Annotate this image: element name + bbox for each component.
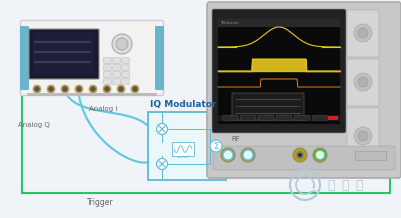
Circle shape: [246, 153, 249, 157]
Text: IQ Modulator: IQ Modulator: [150, 100, 216, 109]
FancyBboxPatch shape: [112, 65, 120, 70]
FancyBboxPatch shape: [231, 93, 303, 120]
FancyBboxPatch shape: [29, 29, 99, 79]
Circle shape: [353, 24, 371, 42]
FancyBboxPatch shape: [20, 20, 163, 95]
Circle shape: [105, 87, 109, 91]
Circle shape: [63, 87, 67, 91]
Circle shape: [61, 85, 69, 93]
FancyBboxPatch shape: [213, 146, 394, 170]
FancyBboxPatch shape: [172, 142, 194, 156]
Circle shape: [318, 153, 321, 157]
FancyBboxPatch shape: [148, 112, 225, 180]
Circle shape: [357, 28, 367, 38]
Circle shape: [241, 148, 254, 162]
Circle shape: [47, 85, 55, 93]
Circle shape: [91, 87, 95, 91]
Circle shape: [156, 124, 167, 135]
Circle shape: [316, 152, 323, 158]
Circle shape: [357, 131, 367, 141]
FancyBboxPatch shape: [103, 79, 111, 84]
Circle shape: [156, 158, 167, 170]
FancyBboxPatch shape: [217, 115, 339, 121]
FancyBboxPatch shape: [211, 9, 345, 133]
FancyBboxPatch shape: [222, 116, 237, 120]
FancyBboxPatch shape: [312, 116, 326, 120]
Circle shape: [353, 127, 371, 145]
Text: Σ: Σ: [213, 141, 218, 150]
FancyBboxPatch shape: [103, 58, 111, 63]
FancyBboxPatch shape: [346, 108, 378, 165]
FancyBboxPatch shape: [122, 72, 129, 77]
Text: 辰: 辰: [354, 179, 362, 191]
Circle shape: [77, 87, 81, 91]
Circle shape: [112, 34, 132, 54]
Circle shape: [223, 150, 233, 160]
Circle shape: [119, 87, 123, 91]
Circle shape: [117, 85, 125, 93]
Circle shape: [312, 148, 326, 162]
Text: RF: RF: [231, 136, 239, 142]
FancyBboxPatch shape: [240, 116, 255, 120]
FancyBboxPatch shape: [103, 72, 111, 77]
Text: 日: 日: [326, 179, 334, 191]
Circle shape: [292, 148, 306, 162]
Circle shape: [224, 152, 231, 158]
Circle shape: [298, 153, 301, 157]
Text: Analog I: Analog I: [89, 106, 117, 112]
FancyBboxPatch shape: [122, 79, 129, 84]
FancyBboxPatch shape: [33, 33, 95, 75]
Circle shape: [209, 140, 221, 152]
Text: Analog Q: Analog Q: [18, 122, 50, 128]
FancyBboxPatch shape: [20, 26, 29, 90]
Circle shape: [75, 85, 83, 93]
FancyBboxPatch shape: [346, 10, 378, 57]
Circle shape: [131, 85, 139, 93]
FancyBboxPatch shape: [103, 65, 111, 70]
FancyBboxPatch shape: [207, 2, 400, 178]
Circle shape: [221, 148, 235, 162]
Text: Tektronix: Tektronix: [219, 21, 238, 25]
Circle shape: [89, 85, 97, 93]
Circle shape: [33, 85, 41, 93]
Circle shape: [49, 87, 53, 91]
Circle shape: [296, 152, 303, 158]
FancyBboxPatch shape: [346, 59, 378, 106]
FancyBboxPatch shape: [294, 116, 308, 120]
Circle shape: [133, 87, 137, 91]
Text: cos(ωt): cos(ωt): [176, 155, 189, 159]
FancyBboxPatch shape: [122, 65, 129, 70]
Text: Trigger: Trigger: [87, 198, 113, 207]
FancyBboxPatch shape: [217, 19, 339, 27]
FancyBboxPatch shape: [112, 79, 120, 84]
FancyBboxPatch shape: [155, 26, 164, 90]
FancyBboxPatch shape: [122, 58, 129, 63]
Circle shape: [314, 150, 324, 160]
FancyBboxPatch shape: [27, 93, 157, 96]
FancyBboxPatch shape: [217, 19, 339, 124]
FancyBboxPatch shape: [112, 58, 120, 63]
Circle shape: [35, 87, 39, 91]
Circle shape: [103, 85, 111, 93]
Circle shape: [242, 150, 252, 160]
Circle shape: [353, 73, 371, 91]
Circle shape: [244, 152, 251, 158]
FancyBboxPatch shape: [276, 116, 291, 120]
Circle shape: [116, 38, 128, 50]
FancyBboxPatch shape: [112, 72, 120, 77]
Circle shape: [226, 153, 229, 157]
FancyBboxPatch shape: [327, 116, 337, 120]
FancyBboxPatch shape: [258, 116, 273, 120]
FancyBboxPatch shape: [354, 152, 385, 160]
Text: 月: 月: [340, 179, 348, 191]
Circle shape: [357, 77, 367, 87]
